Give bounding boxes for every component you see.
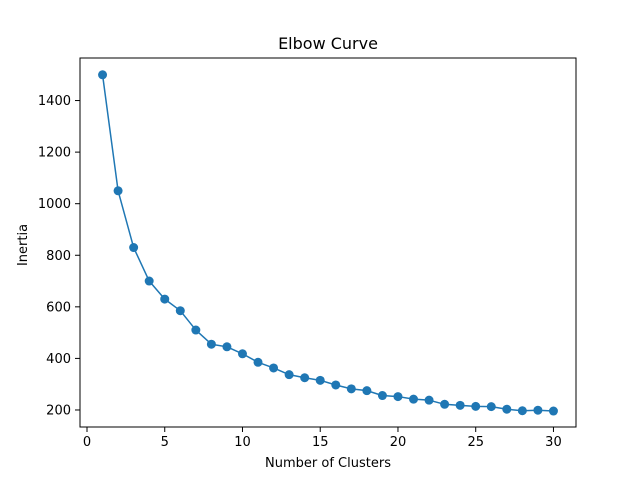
x-axis-label: Number of Clusters — [265, 456, 391, 471]
axes: 0 5 10 15 20 25 30 200 400 600 800 1000 1200 1400 — [38, 57, 577, 450]
data-point — [160, 294, 170, 304]
data-point — [502, 404, 512, 414]
data-point — [471, 401, 481, 411]
data-point — [393, 392, 403, 402]
data-point — [129, 243, 139, 253]
y-tick-label: 200 — [46, 403, 71, 418]
data-point — [533, 405, 543, 415]
data-point — [548, 406, 558, 416]
y-tick-label: 800 — [46, 249, 71, 264]
data-point — [222, 342, 232, 352]
data-point — [346, 384, 356, 394]
data-point — [455, 400, 465, 410]
data-point — [253, 357, 263, 367]
data-point — [113, 186, 123, 196]
x-tick-label: 5 — [161, 435, 169, 450]
data-point — [362, 386, 372, 396]
data-point — [98, 70, 108, 80]
data-point — [315, 375, 325, 385]
data-point — [206, 339, 216, 349]
data-point — [300, 373, 310, 383]
data-point — [175, 306, 185, 316]
y-tick-label: 600 — [46, 300, 71, 315]
data-point — [409, 394, 419, 404]
data-point — [331, 380, 341, 390]
chart-title: Elbow Curve — [278, 34, 378, 53]
y-tick-label: 400 — [46, 352, 71, 367]
x-tick-label: 15 — [312, 435, 329, 450]
data-point — [440, 399, 450, 409]
data-point — [144, 276, 154, 286]
plot-area — [98, 70, 558, 416]
y-axis-label: Inertia — [16, 224, 31, 266]
data-point — [486, 402, 496, 412]
x-tick-label: 10 — [234, 435, 251, 450]
axes-frame — [79, 57, 577, 428]
y-tick-label: 1000 — [38, 197, 71, 212]
x-tick-label: 20 — [390, 435, 407, 450]
data-point — [191, 325, 201, 335]
y-tick-label: 1200 — [38, 146, 71, 161]
data-point — [237, 349, 247, 359]
data-point — [517, 406, 527, 416]
x-tick-label: 30 — [545, 435, 562, 450]
x-tick-label: 25 — [467, 435, 484, 450]
data-point — [377, 391, 387, 401]
x-tick-label: 0 — [83, 435, 91, 450]
data-point — [284, 370, 294, 380]
data-point — [424, 395, 434, 405]
y-tick-label: 1400 — [38, 94, 71, 109]
data-point — [269, 363, 279, 373]
